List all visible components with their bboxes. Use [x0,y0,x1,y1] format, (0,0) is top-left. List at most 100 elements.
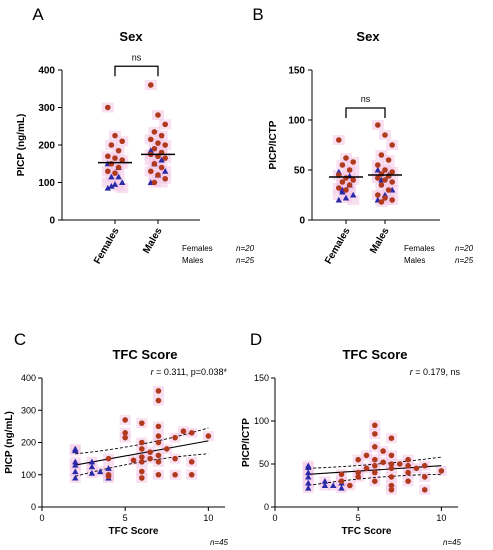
data-point-red [112,132,118,139]
highlight-box [144,155,157,165]
data-point-red [405,469,411,476]
data-point-red [119,138,125,145]
data-point-red [338,471,345,478]
correlation-value: = 0.179, ns [413,367,461,377]
highlight-box [105,162,118,173]
highlight-box [155,177,168,188]
y-tick-label: 100 [254,416,269,426]
data-point-red [343,187,349,193]
n-count-label: n=45 [443,538,462,547]
data-point-red [347,482,353,489]
data-point-red [139,468,145,475]
data-point-blue [158,156,165,163]
ci-lower-line [75,453,209,477]
data-point-blue [105,465,112,471]
data-point-red [382,132,388,138]
data-point-red [389,197,396,203]
data-point-blue [338,484,345,491]
data-point-red [147,449,153,455]
data-point-red [158,132,165,139]
data-point-red [205,433,212,439]
data-point-red [115,147,122,154]
data-point-red [155,397,162,404]
data-point-red [375,192,381,198]
data-point-red [388,482,395,489]
data-point-blue [97,468,104,475]
data-point-blue [321,482,329,489]
panel-label-C: C [14,330,26,349]
panel-label-B: B [252,5,263,24]
data-point-red [355,474,361,480]
panel-C: TFC Score 0 100 200 300 400 0 5 10 TFC Score PICP … [4,347,229,547]
data-point-red [151,129,158,135]
data-point-red [172,471,178,478]
x-tick-label: 5 [356,513,361,523]
data-point-blue [335,196,342,203]
x-axis-label: TFC Score [341,526,391,537]
data-point-blue [374,166,381,173]
x-tick-label: 0 [272,513,277,523]
panel-label-D: D [250,330,262,349]
highlight-box [152,158,164,169]
highlight-box [116,158,129,169]
data-point-red [375,122,381,128]
data-point-red [389,142,396,148]
data-point-red [122,434,128,441]
data-point-red [139,446,145,452]
data-point-blue [119,179,126,186]
data-point-red [155,459,162,465]
data-point-blue [72,468,79,475]
data-point-red [119,157,125,163]
y-tick-label: 300 [21,405,36,415]
data-point-red [108,160,115,167]
data-point-red [382,177,388,183]
correlation-annotation: r = 0.311, p=0.038* [151,367,228,377]
data-point-red [105,455,112,462]
y-tick-label: 400 [21,373,36,383]
chart-title: Sex [356,29,380,44]
data-point-red [155,388,162,394]
n-group-label: Males [404,256,425,265]
data-point-red [139,459,145,465]
y-tick-label: 100 [288,116,305,127]
highlight-box [101,177,114,188]
highlight-box [148,170,161,180]
y-tick-label: 200 [38,141,55,152]
data-point-red [343,155,349,161]
highlight-box [382,165,395,175]
data-point-red [151,160,158,167]
data-point-red [355,456,361,463]
data-point-red [155,172,161,178]
panel-B: Sex 0 50 100 150 PICP/ICTP Females Males ns Femal… [268,29,474,266]
data-point-red [378,152,385,158]
data-point-red [112,170,118,176]
data-point-red [139,475,145,481]
data-point-red [155,423,162,430]
data-point-red [378,182,385,188]
data-point-red [162,155,168,161]
data-point-red [155,439,162,446]
correlation-value: = 0.311, p=0.038* [154,367,228,377]
data-point-red [122,430,128,436]
data-point-red [139,420,145,426]
data-point-red [188,471,195,478]
panel-A: Sex 0 100 200 300 400 PICP (ng/mL) Females Males… [16,29,255,266]
data-point-red [122,417,128,423]
data-point-red [350,177,357,183]
data-point-red [163,446,170,452]
y-axis-label: PICP (ng/mL) [4,411,15,474]
x-axis-label: TFC Score [108,526,158,537]
data-point-red [158,164,165,171]
data-point-red [155,140,161,146]
y-axis-label: PICP/ICTP [268,120,279,169]
data-point-blue [115,173,122,180]
data-point-red [380,459,386,466]
n-count-label: n=25 [455,256,474,265]
data-point-red [180,428,187,435]
data-point-red [172,455,178,462]
data-point-blue [305,464,312,470]
data-point-red [438,468,445,474]
y-tick-label: 50 [294,166,306,177]
data-point-red [413,465,420,472]
data-point-red [363,465,370,472]
